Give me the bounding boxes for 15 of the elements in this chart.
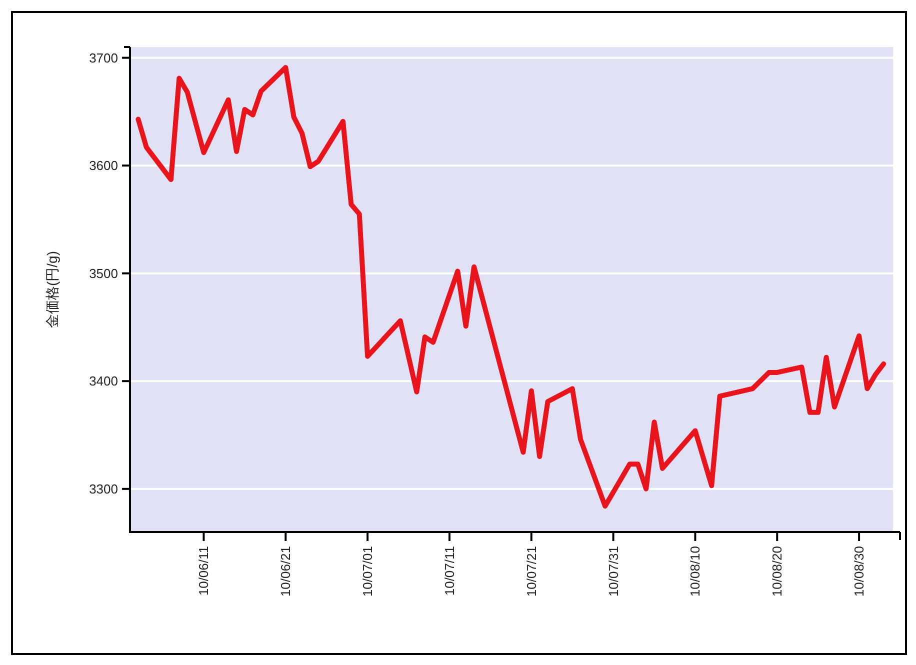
x-tick-label: 10/06/11 bbox=[196, 546, 212, 596]
y-tick-label: 3700 bbox=[89, 50, 118, 66]
y-tick-label: 3500 bbox=[89, 266, 118, 281]
x-tick-label: 10/07/21 bbox=[524, 546, 539, 597]
y-tick-label: 3600 bbox=[89, 158, 118, 174]
x-tick-label: 10/08/10 bbox=[688, 546, 703, 597]
x-tick-label: 10/07/01 bbox=[360, 546, 376, 597]
y-axis-title: 金価格(円/g) bbox=[44, 251, 60, 328]
x-tick-label: 10/06/21 bbox=[278, 546, 294, 597]
x-tick-label: 10/07/11 bbox=[442, 546, 457, 596]
y-tick-label: 3400 bbox=[89, 374, 118, 389]
x-tick-label: 10/07/31 bbox=[606, 546, 621, 597]
x-tick-label: 10/08/30 bbox=[852, 546, 867, 597]
x-tick-label: 10/08/20 bbox=[770, 546, 785, 597]
y-tick-label: 3300 bbox=[89, 481, 118, 496]
